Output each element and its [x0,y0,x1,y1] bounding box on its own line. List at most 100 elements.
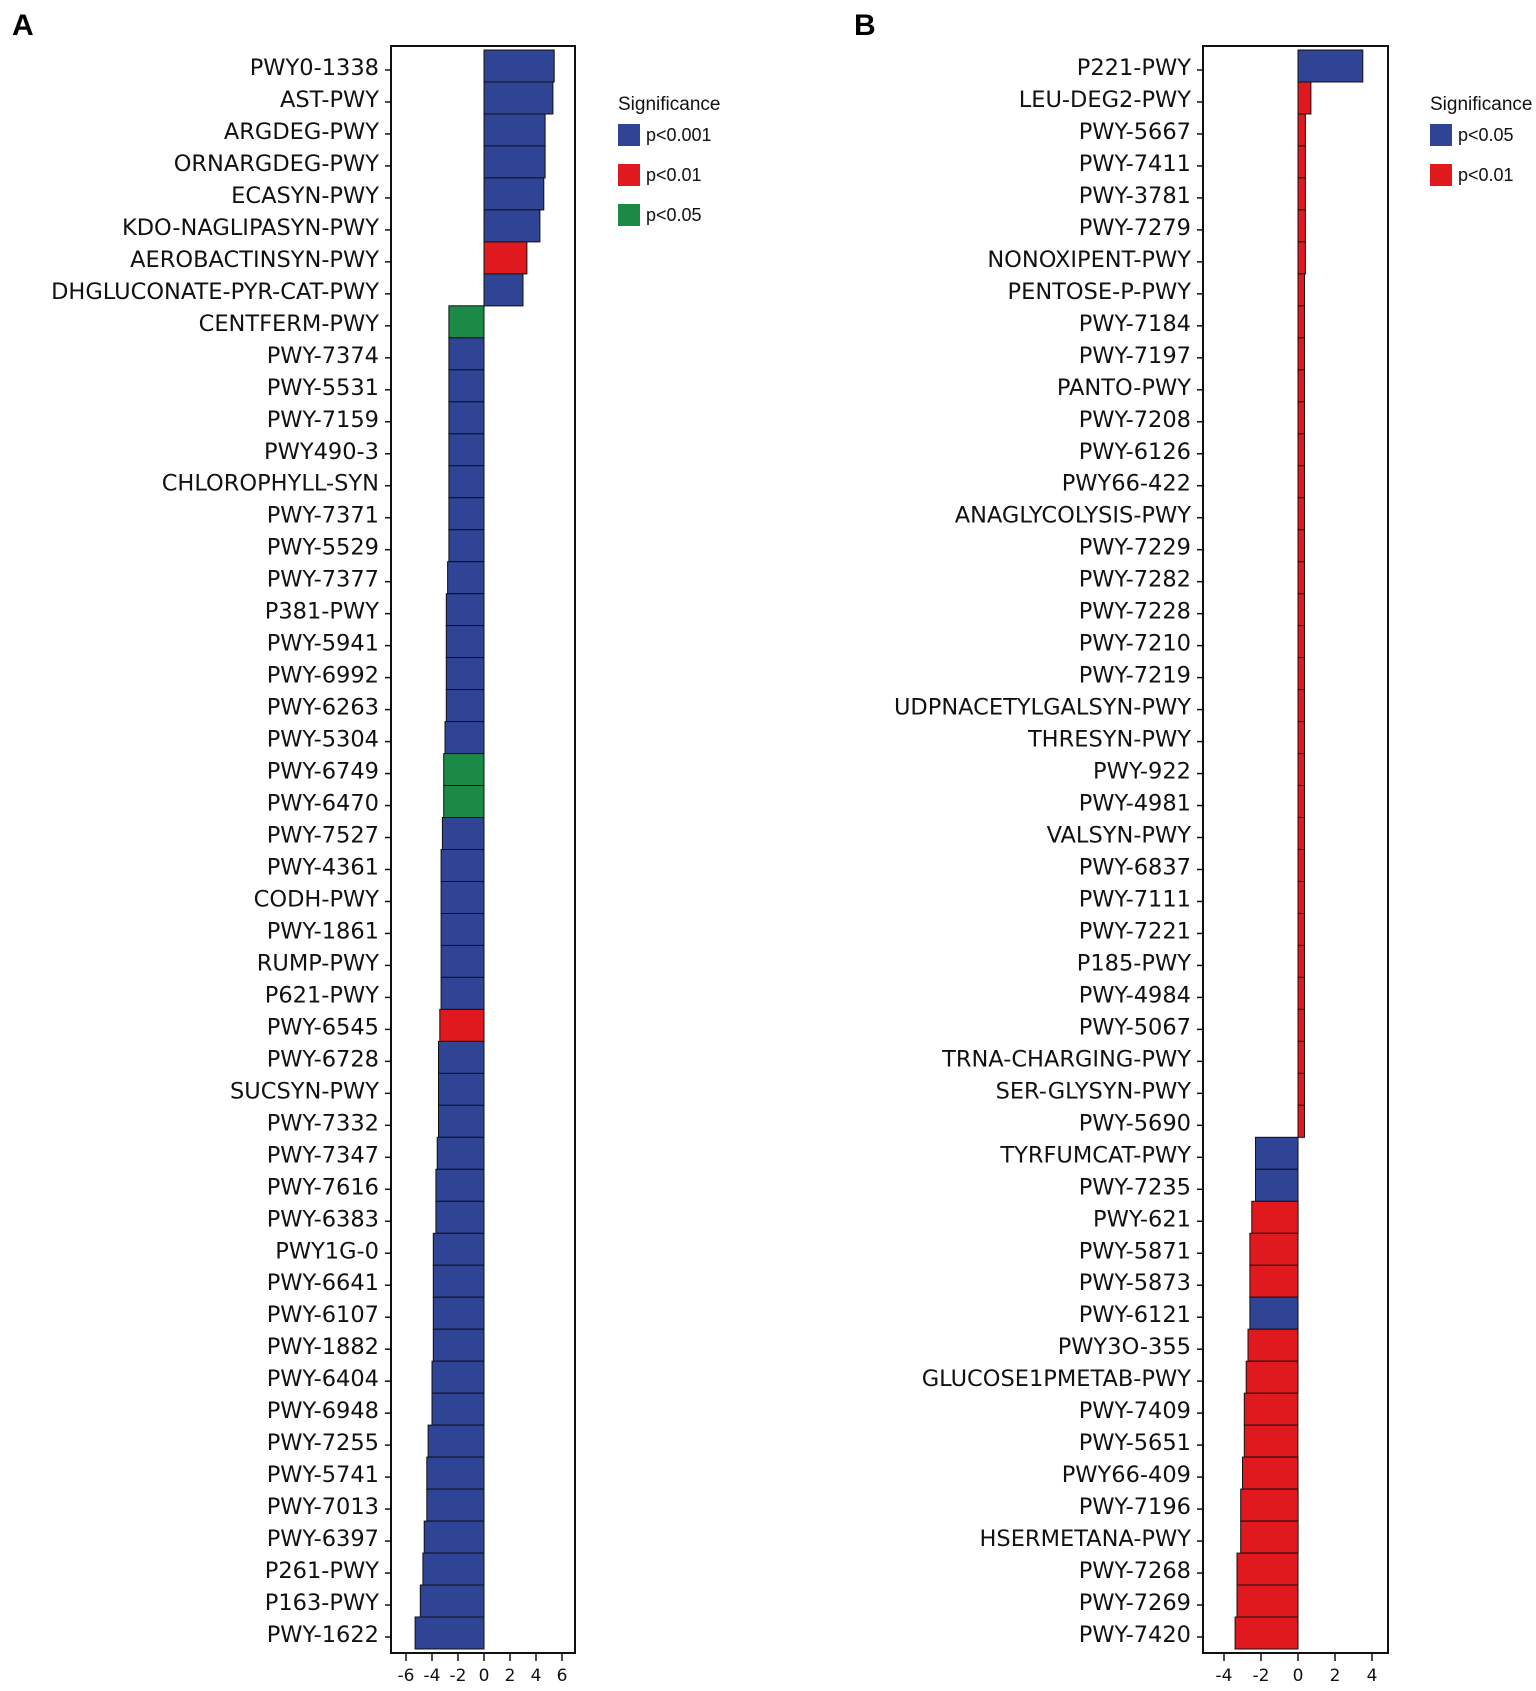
panel-a-category-label: PWY-6728 [267,1046,379,1072]
panel-a-category-label: PWY-1622 [267,1622,379,1648]
panel-b-category-label: PENTOSE-P-PWY [1008,279,1192,305]
panel-a-bar-PWY-6397 [423,1520,485,1554]
panel-a-bar-CHLOROPHYLL-SYN [448,465,485,499]
panel-b-bar-P221-PWY [1297,49,1364,83]
panel-b-bar-PWY-6121 [1249,1296,1299,1330]
panel-b-bar-THRESYN-PWY [1297,721,1305,755]
panel-a-xtick-label: -6 [398,1666,415,1686]
panel-b-category-label: PWY-5690 [1079,1110,1191,1136]
panel-b-xtick-label: -4 [1216,1666,1233,1686]
panel-a-bar-P621-PWY [440,976,485,1010]
panel-a-bar-SUCSYN-PWY [438,1072,485,1106]
panel-b-bar-PWY-4981 [1297,785,1305,818]
panel-b-category-label: PWY-7411 [1079,151,1191,177]
panel-a-bar-CENTFERM-PWY [448,305,485,339]
panel-a-category-label: PWY-6404 [267,1366,379,1392]
panel-a-category-label: RUMP-PWY [257,950,380,976]
panel-a-xtick-label: 0 [479,1666,490,1686]
panel-a-bar-PWY-7159 [448,401,485,435]
panel-a-bar-AST-PWY [483,81,554,115]
panel-a-bar-PWY-6383 [435,1200,485,1234]
panel-a-category-label: PWY-5941 [267,631,379,657]
panel-b-category-label: P221-PWY [1077,55,1191,81]
panel-a-bar-PWY-1882 [432,1328,485,1362]
panel-b-category-label: PWY-6126 [1079,439,1191,465]
panel-a-legend-swatch [618,124,640,146]
panel-a-category-label: PWY-7374 [267,343,379,369]
panel-b-bar-PWY-7411 [1297,145,1306,179]
panel-a-bar-PWY-7616 [435,1168,485,1202]
panel-b-bar-GLUCOSE1PMETAB-PWY [1245,1360,1299,1394]
panel-a-category-label: PWY-6749 [267,759,379,785]
panel-b-xtick-label: 0 [1293,1666,1304,1686]
panel-b-category-label: PWY-7221 [1079,918,1191,944]
panel-a-chart: PWY0-1338 AST-PWY ARGDEG-PWY ORNARGDEG-PWY E… [51,45,720,1686]
panel-a-legend-label: p<0.01 [646,165,702,185]
panel-a-xtick-label: 6 [557,1666,568,1686]
panel-b-category-label: PWY-7196 [1079,1494,1191,1520]
panel-b-category-label: PWY-7210 [1079,631,1191,657]
panel-b-category-label: PWY-5871 [1079,1238,1191,1264]
panel-b-xtick-label: 2 [1330,1666,1341,1686]
panel-a-bar-PWY-5941 [445,625,485,659]
panel-b-category-label: PWY-7282 [1079,567,1191,593]
panel-b-bar-PWY-7409 [1243,1392,1299,1426]
panel-b-bar-PWY-7196 [1240,1488,1299,1522]
panel-letter-a: A [12,9,34,42]
panel-b-bar-PWY-7420 [1234,1616,1299,1650]
panel-a-legend-title: Significance [618,94,720,115]
panel-b-category-label: PANTO-PWY [1057,375,1191,401]
panel-b-bar-VALSYN-PWY [1297,817,1305,850]
panel-a-bar-PWY1G-0 [432,1232,485,1266]
panel-a-legend-swatch [618,204,640,226]
panel-a-bar-PWY-7527 [441,817,485,850]
panel-a-bar-ORNARGDEG-PWY [483,145,546,179]
panel-b-bar-PWY-4984 [1297,976,1305,1010]
panel-b-xtick-label: -2 [1253,1666,1270,1686]
panel-b-bar-PWY-5871 [1249,1232,1299,1266]
panel-a-category-label: PWY-7371 [267,503,379,529]
panel-b-bar-PWY-7221 [1297,913,1305,946]
panel-b-category-label: UDPNACETYLGALSYN-PWY [894,695,1191,721]
panel-a-bar-AEROBACTINSYN-PWY [483,241,528,275]
panel-b-category-label: PWY-5651 [1079,1430,1191,1456]
panel-b-category-label: PWY-7184 [1079,311,1191,337]
panel-a-bar-PWY-7371 [448,497,485,531]
panel-a-category-label: PWY-5531 [267,375,379,401]
panel-a-category-label: AST-PWY [280,87,379,113]
panel-a-bar-PWY-6107 [432,1296,485,1330]
panel-b-bar-TRNA-CHARGING-PWY [1297,1040,1305,1074]
panel-a-legend-label: p<0.05 [646,205,702,225]
panel-a-category-label: PWY-4361 [267,854,379,880]
panel-a-category-label: PWY-7527 [267,823,379,849]
panel-b-bar-P185-PWY [1297,944,1305,978]
panel-a-category-label: PWY-5304 [267,727,379,753]
panel-b-bar-PWY-7279 [1297,209,1306,243]
panel-a-category-label: ORNARGDEG-PWY [174,151,380,177]
panel-a-category-label: PWY-6948 [267,1398,379,1424]
panel-a-bar-RUMP-PWY [440,944,485,978]
panel-a-category-label: CHLOROPHYLL-SYN [162,471,379,497]
panel-b-plot-frame [1202,45,1389,1654]
panel-b-category-label: PWY3O-355 [1058,1334,1191,1360]
panel-a-category-label: ARGDEG-PWY [224,119,379,145]
panel-b-category-label: HSERMETANA-PWY [980,1526,1192,1552]
panel-a-bar-PWY-7332 [438,1104,485,1138]
panel-b-bar-TYRFUMCAT-PWY [1255,1136,1299,1170]
panel-b-bar-HSERMETANA-PWY [1240,1520,1299,1554]
panel-b-bar-PWY-922 [1297,753,1305,787]
panel-b-bar-PWY-7268 [1236,1552,1299,1586]
panel-b-bar-PWY-7235 [1255,1168,1299,1202]
panel-b-category-label: PWY-7208 [1079,407,1191,433]
panel-a-bar-PWY-7347 [436,1136,485,1170]
panel-a-bar-PWY-6404 [431,1360,485,1394]
panel-letter-b: B [854,9,876,42]
panel-b-category-label: PWY-5667 [1079,119,1191,145]
panel-b-bar-PWY-7228 [1297,593,1305,627]
panel-a-legend-label: p<0.001 [646,125,712,145]
panel-a-bar-PWY-1861 [440,913,485,946]
panel-a-category-label: PWY-7013 [267,1494,379,1520]
panel-a-category-label: CENTFERM-PWY [199,311,380,337]
panel-a-bar-PWY-5741 [426,1456,485,1490]
